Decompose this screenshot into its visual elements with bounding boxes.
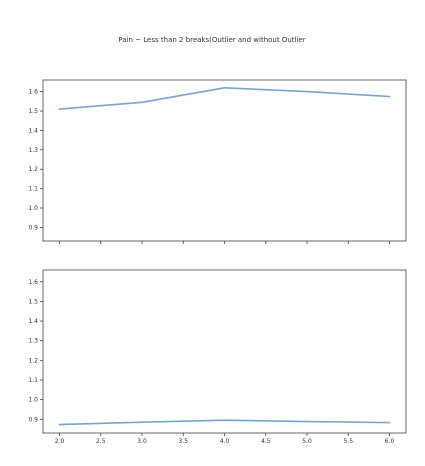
data-point xyxy=(141,421,143,423)
data-point xyxy=(306,420,308,423)
chart-title: Pain ~ Less than 2 breaks(Outlier and wi… xyxy=(118,36,305,44)
y-tick-label: 1.4 xyxy=(28,127,38,134)
y-tick-label: 1.3 xyxy=(28,338,38,345)
y-tick-label: 0.9 xyxy=(28,416,38,423)
y-tick-label: 1.2 xyxy=(28,357,38,364)
y-tick-label: 1.2 xyxy=(28,166,38,173)
y-tick-label: 1.1 xyxy=(28,186,38,193)
y-tick-label: 0.9 xyxy=(28,224,38,231)
y-tick-label: 1.4 xyxy=(28,318,38,325)
x-tick-label: 5.0 xyxy=(302,438,312,445)
x-tick-label: 5.5 xyxy=(343,438,353,445)
data-point xyxy=(388,95,391,98)
x-tick-label: 3.0 xyxy=(137,438,147,445)
axes-frame xyxy=(42,269,407,434)
axes-frame xyxy=(42,79,407,242)
x-tick-label: 4.5 xyxy=(261,438,271,445)
y-tick-label: 1.0 xyxy=(28,397,38,404)
x-tick-label: 3.5 xyxy=(178,438,188,445)
x-tick-label: 2.5 xyxy=(96,438,106,445)
x-tick-label: 6.0 xyxy=(385,438,395,445)
y-tick-label: 1.5 xyxy=(28,298,38,305)
data-point xyxy=(141,101,143,104)
x-tick-label: 4.0 xyxy=(220,438,230,445)
x-tick-label: 2.0 xyxy=(55,438,65,445)
data-point xyxy=(306,90,308,93)
y-tick-label: 1.5 xyxy=(28,108,38,115)
y-tick-label: 1.1 xyxy=(28,377,38,384)
subplot-bottom: 0.9 1.0 1.1 1.2 1.3 1.4 1.5 1.6 2.0 2.5 3.0 3.5 4.0 4… xyxy=(28,269,407,445)
y-tick-label: 1.3 xyxy=(28,147,38,154)
subplot-top: 0.9 1.0 1.1 1.2 1.3 1.4 1.5 1.6 xyxy=(28,79,407,244)
series-line xyxy=(59,87,390,110)
data-point xyxy=(223,419,226,422)
y-tick-label: 1.0 xyxy=(28,205,38,212)
data-point xyxy=(223,86,226,89)
y-tick-label: 1.6 xyxy=(28,279,38,286)
data-point xyxy=(388,421,391,424)
data-point xyxy=(58,423,61,426)
y-tick-label: 1.6 xyxy=(28,89,38,96)
data-point xyxy=(58,108,61,110)
